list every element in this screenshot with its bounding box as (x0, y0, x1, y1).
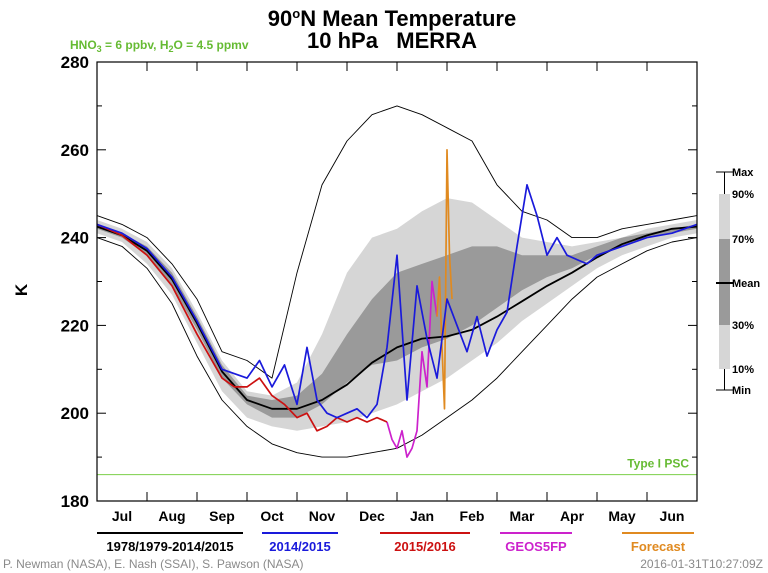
y-tick-label: 200 (61, 404, 89, 423)
percentile-bands (96, 105, 698, 458)
psc-label: Type I PSC (627, 457, 689, 471)
max-line (96, 105, 698, 379)
series-line-1978-1979-2014-2015 (96, 225, 698, 410)
chem-annotation: HNO3 = 6 ppbv, H2O = 4.5 ppmv (70, 38, 249, 54)
chart-title: 90oN Mean Temperature (268, 6, 516, 31)
x-tick-label: Dec (359, 508, 385, 524)
percentile-legend-label: Min (732, 385, 751, 397)
percentile-legend: Max 90% 70% Mean 30% 10% Min (716, 167, 760, 397)
y-axis-label: K (12, 283, 31, 296)
chart-subtitle: 10 hPa MERRA (307, 28, 477, 53)
y-tick-label: 280 (61, 53, 89, 72)
percentile-legend-label: 30% (732, 320, 754, 332)
percentile-legend-label: 10% (732, 364, 754, 376)
axes: 180 200 220 240 260 280 Jul Aug Sep Oct Nov Dec Jan F… (61, 53, 698, 524)
x-tick-label: Apr (560, 508, 585, 524)
band-30-70 (97, 224, 697, 418)
x-tick-label: Jan (410, 508, 434, 524)
series-lines (96, 148, 698, 458)
x-tick-label: Jul (112, 508, 132, 524)
credits-timestamp: 2016-01-31T10:27:09Z (640, 557, 763, 571)
x-tick-label: Sep (209, 508, 235, 524)
y-tick-label: 180 (61, 492, 89, 511)
legend-label: 2014/2015 (269, 539, 330, 554)
legend-label: GEOS5FP (505, 539, 567, 554)
y-tick-label: 240 (61, 229, 89, 248)
series-line-2015-2016 (96, 223, 388, 432)
x-tick-label: May (608, 508, 635, 524)
series-line-2014-2015 (96, 184, 698, 419)
legend-label: 2015/2016 (394, 539, 455, 554)
credits-authors: P. Newman (NASA), E. Nash (SSAI), S. Paw… (3, 557, 304, 571)
percentile-legend-label: 70% (732, 234, 754, 246)
percentile-legend-label: Mean (732, 278, 760, 290)
x-tick-label: Feb (460, 508, 485, 524)
series-legend: 1978/1979-2014/2015 2014/2015 2015/2016 GEO… (97, 532, 694, 554)
percentile-legend-label: 90% (732, 189, 754, 201)
x-tick-label: Jun (660, 508, 685, 524)
series-line-forecast (436, 148, 453, 410)
x-tick-label: Aug (158, 508, 185, 524)
y-tick-label: 260 (61, 141, 89, 160)
x-tick-label: Mar (510, 508, 535, 524)
psc-threshold: Type I PSC (97, 457, 697, 476)
legend-label: Forecast (631, 539, 686, 554)
x-tick-label: Oct (260, 508, 284, 524)
x-tick-label: Nov (309, 508, 336, 524)
series-line-geos5fp (386, 280, 438, 458)
percentile-legend-label: Max (732, 167, 754, 179)
y-tick-label: 220 (61, 316, 89, 335)
legend-label: 1978/1979-2014/2015 (106, 539, 233, 554)
